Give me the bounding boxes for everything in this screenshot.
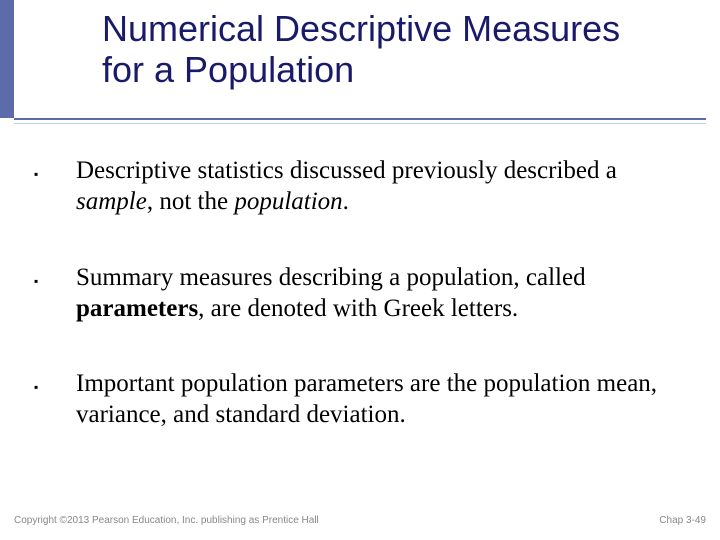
text-segment: population bbox=[234, 188, 342, 215]
text-segment: Important population parameters are the … bbox=[76, 370, 657, 428]
text-segment: parameters bbox=[76, 295, 198, 322]
slide-title: Numerical Descriptive Measures for a Pop… bbox=[102, 8, 662, 91]
text-segment: Descriptive statistics discussed previou… bbox=[76, 157, 617, 184]
accent-bar bbox=[0, 0, 14, 118]
bullet-text: Descriptive statistics discussed previou… bbox=[76, 155, 686, 218]
text-segment: sample bbox=[76, 188, 147, 215]
bullet-row: ▪ Summary measures describing a populatio… bbox=[34, 262, 686, 325]
page-number: Chap 3-49 bbox=[659, 515, 706, 526]
bullet-row: ▪ Important population parameters are the… bbox=[34, 368, 686, 431]
bullet-row: ▪ Descriptive statistics discussed previo… bbox=[34, 155, 686, 218]
footer: Copyright ©2013 Pearson Education, Inc. … bbox=[14, 515, 706, 526]
text-segment: , are denoted with Greek letters. bbox=[198, 295, 518, 322]
text-segment: . bbox=[343, 188, 349, 215]
copyright-text: Copyright ©2013 Pearson Education, Inc. … bbox=[14, 515, 319, 526]
bullet-icon: ▪ bbox=[34, 167, 44, 181]
divider-light bbox=[14, 123, 706, 124]
bullet-icon: ▪ bbox=[34, 380, 44, 394]
text-segment: Summary measures describing a population… bbox=[76, 264, 586, 291]
slide-body: ▪ Descriptive statistics discussed previo… bbox=[34, 155, 686, 475]
slide-title-block: Numerical Descriptive Measures for a Pop… bbox=[102, 8, 662, 91]
bullet-text: Summary measures describing a population… bbox=[76, 262, 686, 325]
divider bbox=[14, 118, 706, 124]
divider-dark bbox=[14, 118, 706, 120]
text-segment: , not the bbox=[147, 188, 235, 215]
bullet-icon: ▪ bbox=[34, 274, 44, 288]
bullet-text: Important population parameters are the … bbox=[76, 368, 686, 431]
